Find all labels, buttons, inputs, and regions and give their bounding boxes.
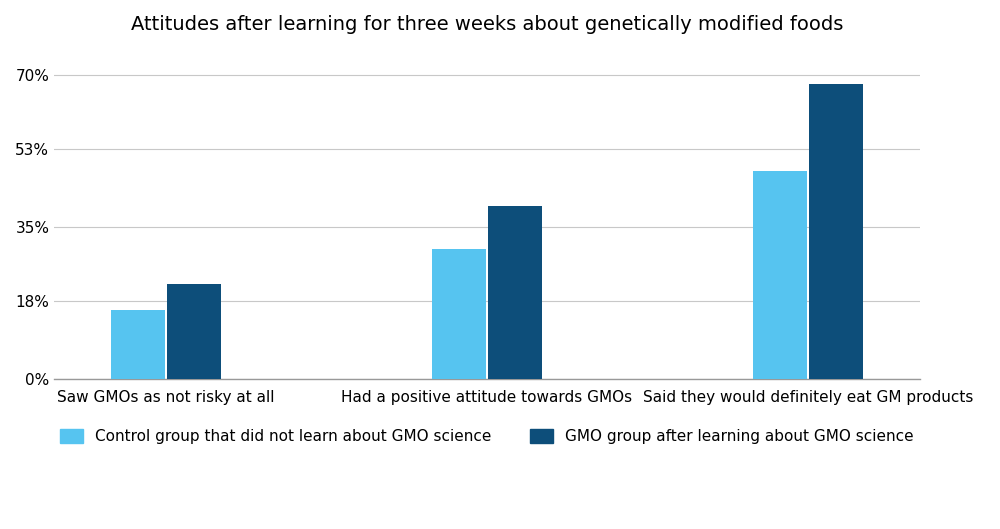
Bar [167,284,221,379]
Bar [753,171,807,379]
Legend: Control group that did not learn about GMO science, GMO group after learning abo: Control group that did not learn about G… [60,429,914,444]
Bar [809,84,863,379]
Title: Attitudes after learning for three weeks about genetically modified foods: Attitudes after learning for three weeks… [131,15,843,34]
Bar [488,206,542,379]
Bar [111,309,165,379]
Bar [432,249,486,379]
